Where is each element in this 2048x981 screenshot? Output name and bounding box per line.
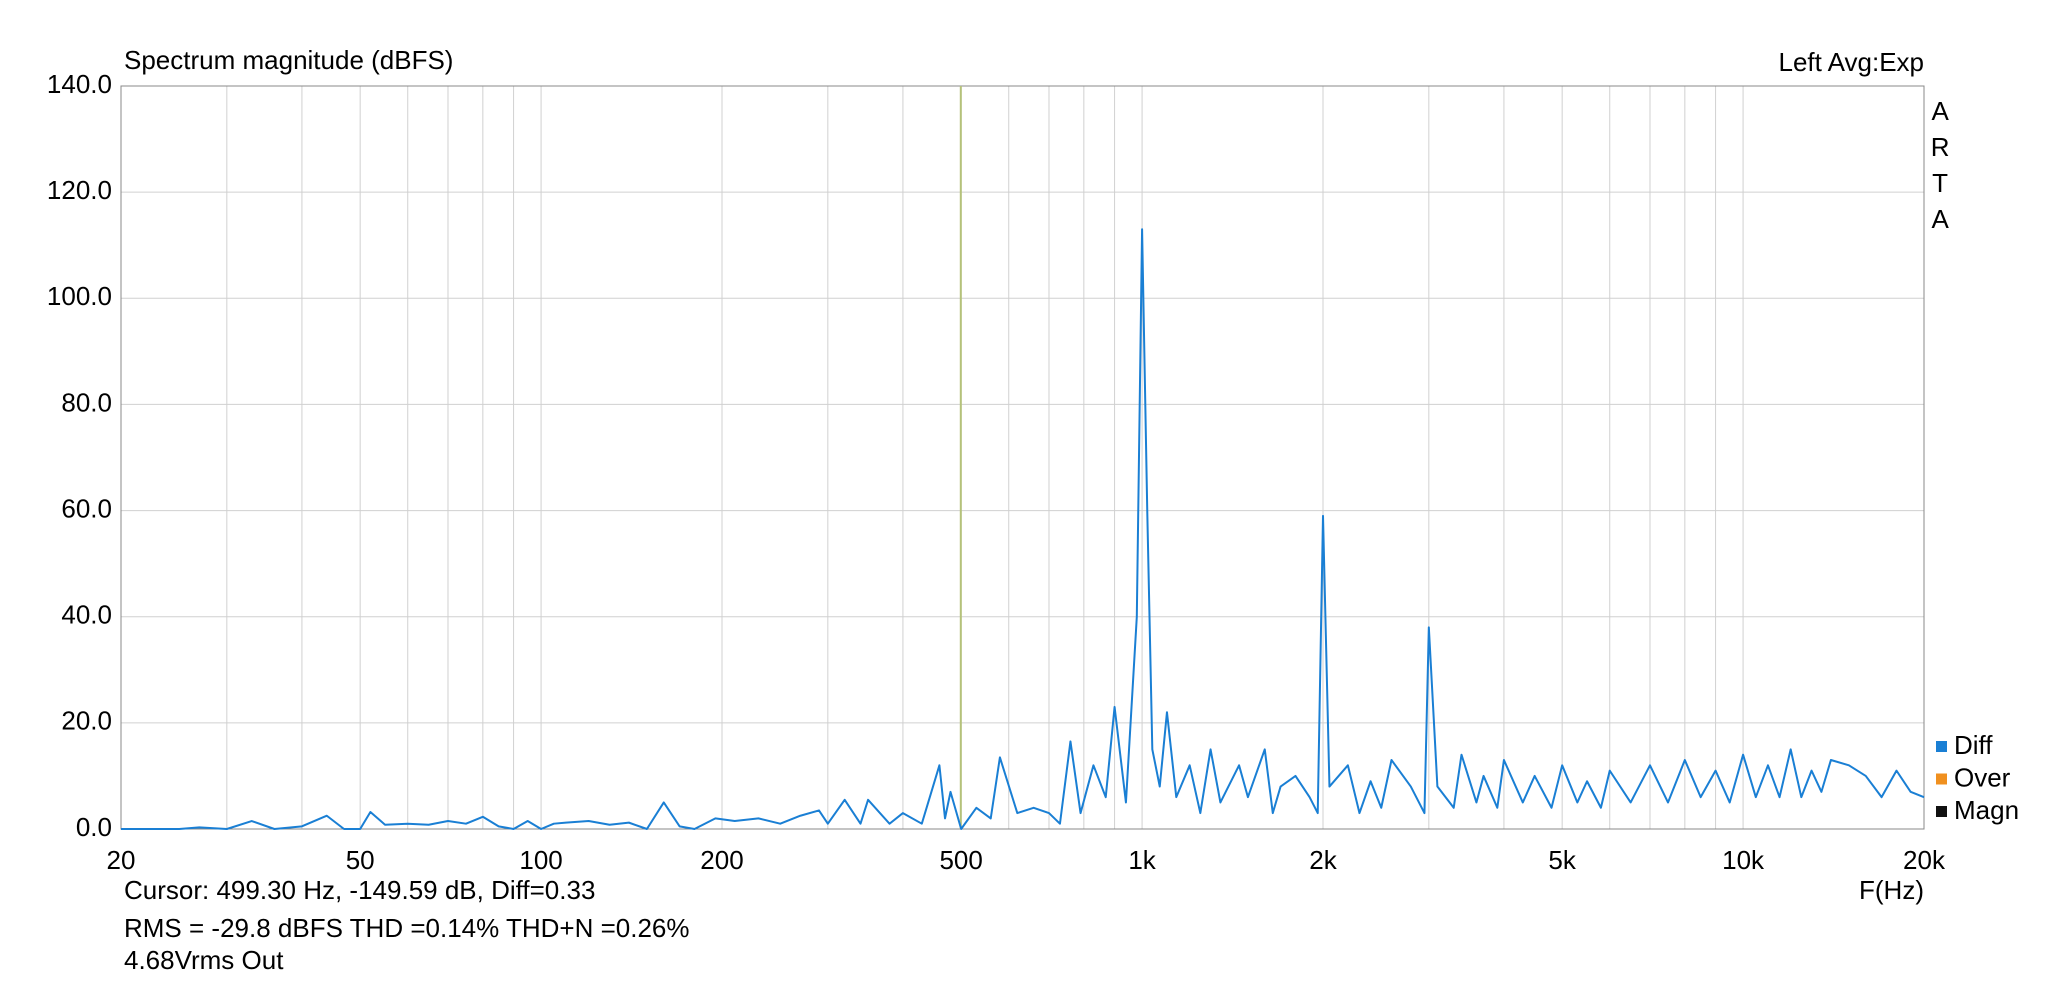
spectrum-line <box>121 228 1925 830</box>
x-tick-label: 5k <box>1548 845 1576 875</box>
cursor-readout: Cursor: 499.30 Hz, -149.59 dB, Diff=0.33 <box>124 875 595 905</box>
x-tick-label: 2k <box>1309 845 1337 875</box>
legend-label: Diff <box>1954 730 1993 760</box>
legend-swatch <box>1936 806 1947 817</box>
legend-swatch <box>1936 773 1947 785</box>
chart-title: Spectrum magnitude (dBFS) <box>124 45 453 75</box>
y-tick-label: 140.0 <box>47 69 112 99</box>
y-tick-label: 0.0 <box>76 812 112 842</box>
y-tick-label: 100.0 <box>47 281 112 311</box>
x-tick-label: 20k <box>1903 845 1946 875</box>
x-tick-label: 10k <box>1722 845 1765 875</box>
x-tick-label: 1k <box>1128 845 1156 875</box>
output-readout: 4.68Vrms Out <box>124 945 284 975</box>
channel-info: Left Avg:Exp <box>1778 47 1924 77</box>
x-tick-label: 20 <box>107 845 136 875</box>
x-tick-label: 500 <box>939 845 982 875</box>
x-tick-label: 100 <box>519 845 562 875</box>
y-tick-label: 20.0 <box>61 706 112 736</box>
y-tick-label: 120.0 <box>47 175 112 205</box>
y-tick-label: 60.0 <box>61 493 112 523</box>
y-tick-label: 80.0 <box>61 387 112 417</box>
stats-readout: RMS = -29.8 dBFS THD =0.14% THD+N =0.26% <box>124 913 690 943</box>
legend-swatch <box>1936 741 1947 752</box>
legend-label: Over <box>1954 762 2011 792</box>
side-label: ARTA <box>1925 96 1955 240</box>
x-tick-label: 200 <box>700 845 743 875</box>
plot-frame <box>120 85 1925 830</box>
x-tick-label: 50 <box>346 845 375 875</box>
y-tick-label: 40.0 <box>61 600 112 630</box>
x-axis-label: F(Hz) <box>1859 875 1924 905</box>
legend-label: Magn <box>1954 795 2019 825</box>
